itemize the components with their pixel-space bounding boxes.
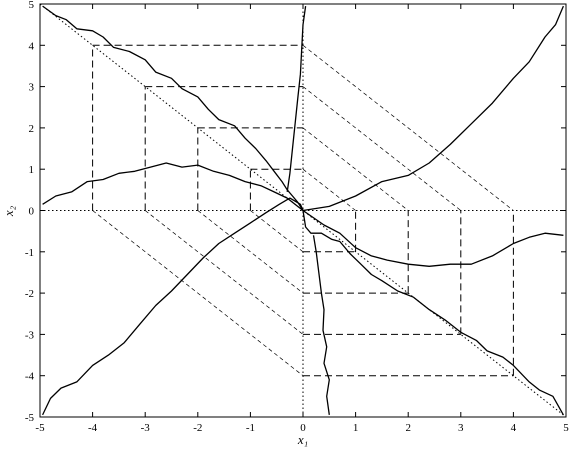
y-tick-label-0: -5 — [25, 412, 35, 424]
x-tick-label-2: -3 — [141, 422, 151, 434]
series-line-thin-dashed-25 — [302, 86, 462, 211]
x-tick-label-10: 5 — [563, 422, 569, 434]
y-tick-label-8: 3 — [29, 82, 35, 94]
y-tick-label-6: 1 — [29, 164, 35, 176]
x-tick-label-0: -5 — [35, 422, 45, 434]
series-line-thin-dashed-29 — [144, 210, 304, 335]
x-tick-label-1: -4 — [88, 422, 98, 434]
x-tick-label-4: -1 — [246, 422, 255, 434]
x-tick-label-9: 4 — [511, 422, 517, 434]
series-line-thin-dashed-26 — [302, 127, 409, 211]
series-line-dotted-34 — [39, 3, 567, 418]
x-tick-label-5: 0 — [300, 422, 306, 434]
y-tick-label-3: -2 — [25, 288, 34, 300]
tick-layer: -5 -4 -3 -2 -1 0 1 2 3 4 5 -5 -4 -3 -2 -1 0 1 2 3 4 5 — [25, 0, 569, 434]
series-line-solid-6 — [302, 5, 564, 212]
series-layer — [39, 3, 567, 418]
y-tick-label-2: -3 — [25, 329, 35, 341]
series-line-solid-1 — [42, 197, 304, 416]
y-tick-label-1: -4 — [25, 371, 35, 383]
y-tick-label-4: -1 — [25, 247, 34, 259]
series-line-solid-5 — [302, 209, 564, 267]
series-line-solid-4 — [302, 210, 564, 416]
y-tick-label-7: 2 — [29, 123, 35, 135]
y-axis-label: x₂ — [1, 205, 16, 217]
y-tick-label-10: 5 — [29, 0, 35, 11]
series-line-solid-0 — [42, 5, 304, 211]
x-tick-label-8: 3 — [458, 422, 464, 434]
x-tick-label-7: 2 — [405, 422, 411, 434]
y-tick-label-5: 0 — [29, 206, 35, 218]
series-line-solid-7 — [312, 235, 330, 415]
x-tick-label-6: 1 — [353, 422, 359, 434]
series-line-thin-dashed-24 — [302, 45, 514, 211]
x-axis-label: x₁ — [297, 432, 308, 447]
y-tick-label-9: 4 — [29, 40, 35, 52]
series-line-solid-2 — [42, 162, 304, 212]
series-line-thin-dashed-30 — [197, 210, 304, 294]
x-tick-label-3: -2 — [193, 422, 202, 434]
series-line-thin-dashed-28 — [92, 210, 304, 376]
